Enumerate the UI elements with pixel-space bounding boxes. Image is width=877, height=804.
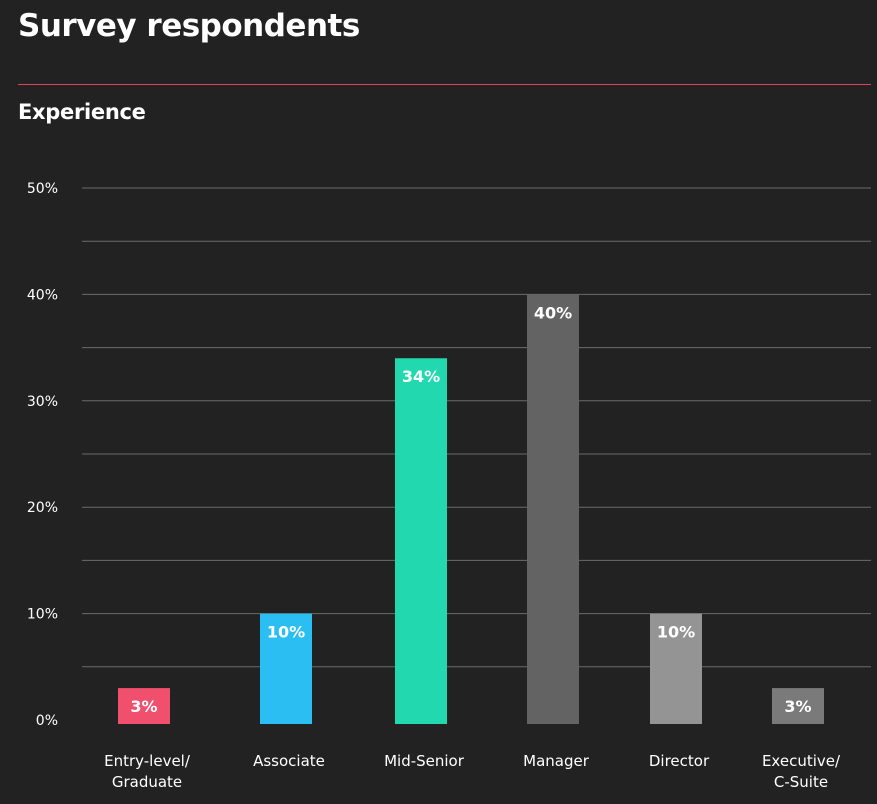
bar-value-label: 40% (534, 303, 572, 322)
x-category-label: Manager (523, 752, 590, 770)
y-tick-label: 0% (36, 713, 58, 729)
bar-value-label: 34% (402, 367, 440, 386)
bar (772, 688, 824, 724)
bar (260, 613, 312, 724)
y-tick-label: 50% (27, 181, 58, 197)
gridlines (82, 187, 871, 668)
bar (650, 613, 702, 724)
y-tick-label: 40% (27, 287, 58, 303)
page-title: Survey respondents (18, 8, 360, 44)
bar-value-label: 10% (267, 623, 305, 642)
section-title: Experience (18, 100, 146, 124)
bar (395, 358, 447, 724)
bar-value-label: 3% (130, 697, 157, 716)
y-tick-label: 30% (27, 394, 58, 410)
bar (118, 688, 170, 724)
bar-value-labels: 3% 10% 34% 40% 10% 3% (130, 303, 811, 716)
x-axis-category-labels: Entry-level/Graduate Associate Mid-Senior M… (104, 752, 841, 791)
bar-value-label: 3% (784, 697, 811, 716)
title-divider (18, 84, 871, 85)
x-category-label: Director (649, 752, 710, 770)
y-axis-tick-labels: 0% 10% 20% 30% 40% 50% (27, 181, 58, 729)
bars (118, 294, 824, 724)
x-category-label: Executive/C-Suite (762, 752, 841, 791)
y-tick-label: 20% (27, 500, 58, 516)
x-category-label: Mid-Senior (384, 752, 465, 770)
bar-value-label: 10% (657, 623, 695, 642)
y-tick-label: 10% (27, 607, 58, 623)
x-category-label: Associate (253, 752, 325, 770)
bar (527, 294, 579, 724)
x-category-label: Entry-level/Graduate (104, 752, 191, 791)
